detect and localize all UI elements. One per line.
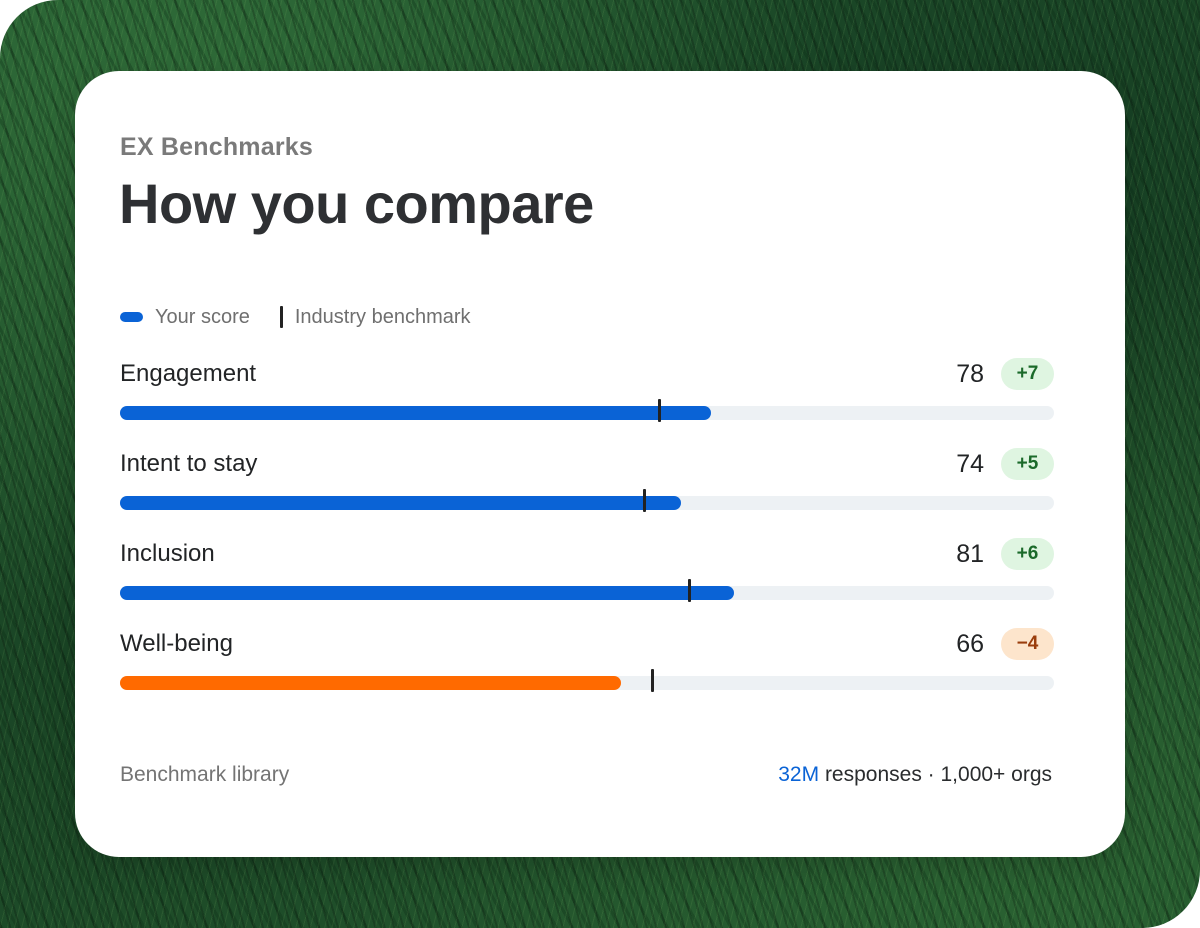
benchmark-marker <box>643 489 647 512</box>
legend-benchmark-label: Industry benchmark <box>294 305 471 328</box>
metric-score: 66 <box>956 630 984 658</box>
score-track <box>120 489 1054 512</box>
metric-score: 74 <box>956 450 984 478</box>
metric-engagement: Engagement 78 +7 <box>120 358 1054 422</box>
your-score-swatch <box>120 312 143 322</box>
score-bar <box>120 496 682 510</box>
score-bar <box>120 676 621 690</box>
metric-label: Well-being <box>120 630 233 657</box>
legend-your-score-label: Your score <box>155 305 250 328</box>
score-track <box>120 579 1054 602</box>
benchmark-marker <box>687 579 691 602</box>
benchmark-marker <box>657 399 661 422</box>
legend: Your score Industry benchmark <box>120 303 471 331</box>
benchmark-marker <box>650 669 654 692</box>
benchmark-library-link[interactable]: Benchmark library <box>120 763 290 786</box>
benchmark-marker-icon <box>279 306 283 328</box>
response-stats-text: responses · 1,000+ orgs <box>819 763 1052 786</box>
benchmark-card: EX Benchmarks How you compare Your score… <box>75 71 1125 857</box>
card-eyebrow: EX Benchmarks <box>120 133 313 161</box>
score-bar <box>120 586 734 600</box>
metric-well-being: Well-being 66 −4 <box>120 628 1054 692</box>
metric-label: Engagement <box>120 360 257 387</box>
delta-badge: −4 <box>1001 628 1054 660</box>
metric-inclusion: Inclusion 81 +6 <box>120 538 1054 602</box>
score-track <box>120 669 1054 692</box>
metric-intent-to-stay: Intent to stay 74 +5 <box>120 448 1054 512</box>
metric-label: Intent to stay <box>120 450 258 477</box>
card-title: How you compare <box>119 172 594 235</box>
metric-label: Inclusion <box>120 540 215 567</box>
response-count: 32M <box>778 763 820 786</box>
metric-score: 78 <box>956 360 984 388</box>
score-track <box>120 399 1054 422</box>
delta-badge: +7 <box>1001 358 1054 390</box>
score-bar <box>120 406 712 420</box>
delta-badge: +6 <box>1001 538 1054 570</box>
metric-score: 81 <box>956 540 984 568</box>
delta-badge: +5 <box>1001 448 1054 480</box>
response-stats: 32M responses · 1,000+ orgs <box>778 763 1052 787</box>
